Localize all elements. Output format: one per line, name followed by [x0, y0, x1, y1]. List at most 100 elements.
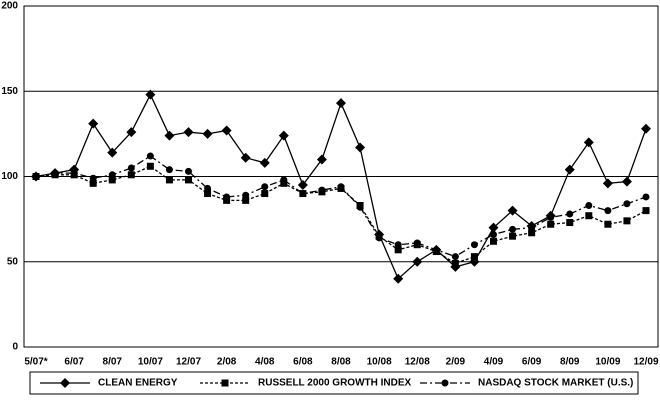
legend-marker — [441, 379, 449, 387]
marker — [242, 196, 250, 204]
x-tick-label: 10/07 — [138, 357, 163, 368]
marker — [127, 171, 135, 179]
legend-box — [29, 371, 639, 395]
legend-label: NASDAQ STOCK MARKET (U.S.) — [478, 378, 633, 389]
marker — [299, 190, 307, 198]
marker — [280, 176, 288, 184]
marker — [32, 173, 40, 180]
y-tick-label: 200 — [1, 1, 18, 12]
marker — [183, 127, 194, 138]
marker — [528, 229, 536, 237]
marker — [164, 130, 175, 141]
marker — [602, 178, 613, 189]
marker — [240, 152, 251, 163]
marker — [393, 273, 404, 284]
x-tick-label: 12/08 — [405, 357, 430, 368]
legend-marker — [60, 378, 70, 388]
marker — [108, 176, 116, 184]
marker — [107, 147, 118, 158]
x-tick-label: 8/09 — [560, 357, 580, 368]
marker — [507, 205, 518, 216]
marker — [185, 176, 192, 184]
x-tick-label: 6/09 — [522, 357, 542, 368]
marker — [394, 241, 402, 249]
marker — [89, 174, 97, 182]
marker — [355, 142, 366, 153]
legend-label: CLEAN ENERGY — [98, 378, 178, 389]
marker — [490, 237, 497, 245]
marker — [204, 190, 212, 198]
marker — [412, 256, 423, 267]
legend-label: RUSSELL 2000 GROWTH INDEX — [258, 378, 412, 389]
x-tick-label: 2/09 — [446, 357, 466, 368]
legend-marker — [221, 379, 229, 387]
marker — [564, 164, 575, 175]
x-tick-label: 4/09 — [484, 357, 504, 368]
marker — [242, 191, 250, 199]
marker — [89, 179, 97, 187]
x-tick-label: 10/09 — [595, 357, 620, 368]
marker — [259, 157, 270, 168]
marker — [356, 203, 364, 211]
marker — [336, 98, 346, 109]
x-tick-label: 2/08 — [217, 357, 237, 368]
marker — [297, 180, 308, 191]
marker — [528, 224, 536, 232]
marker — [126, 127, 137, 138]
marker — [488, 222, 499, 233]
x-tick-label: 4/08 — [255, 357, 275, 368]
marker — [165, 166, 173, 174]
x-tick-label: 12/09 — [633, 357, 658, 368]
marker — [278, 130, 289, 141]
marker — [337, 183, 345, 191]
marker — [642, 193, 650, 201]
marker — [204, 184, 212, 192]
marker — [318, 186, 326, 194]
x-tick-label: 12/07 — [176, 357, 201, 368]
marker — [585, 201, 593, 209]
marker — [642, 207, 650, 215]
marker — [585, 212, 593, 220]
marker — [470, 241, 478, 249]
x-tick-label: 8/08 — [331, 357, 351, 368]
marker — [394, 246, 402, 254]
x-tick-label: 8/07 — [103, 357, 123, 368]
marker — [547, 220, 555, 228]
marker — [413, 239, 421, 247]
marker — [51, 169, 59, 177]
marker — [566, 210, 574, 218]
marker — [88, 118, 99, 129]
marker — [490, 230, 497, 238]
marker — [623, 200, 631, 208]
x-tick-label: 6/08 — [293, 357, 313, 368]
marker — [221, 125, 232, 136]
marker — [316, 154, 327, 165]
x-tick-label: 10/08 — [367, 357, 392, 368]
marker — [547, 213, 555, 221]
marker — [451, 253, 459, 261]
marker — [375, 234, 383, 242]
marker — [165, 176, 173, 184]
marker — [470, 253, 478, 261]
marker — [621, 176, 632, 187]
marker — [127, 164, 135, 172]
marker — [70, 169, 78, 177]
marker — [583, 137, 594, 148]
marker — [145, 89, 156, 100]
marker — [604, 220, 612, 228]
marker — [185, 167, 192, 175]
marker — [261, 190, 269, 198]
marker — [146, 152, 154, 160]
marker — [223, 193, 231, 201]
marker — [509, 225, 517, 233]
y-tick-label: 50 — [7, 256, 19, 267]
y-tick-label: 0 — [12, 342, 18, 353]
marker — [202, 128, 213, 139]
marker — [146, 162, 154, 170]
x-tick-label: 6/07 — [64, 357, 84, 368]
marker — [509, 232, 517, 240]
marker — [261, 183, 269, 191]
marker — [108, 171, 116, 179]
marker — [432, 246, 440, 254]
